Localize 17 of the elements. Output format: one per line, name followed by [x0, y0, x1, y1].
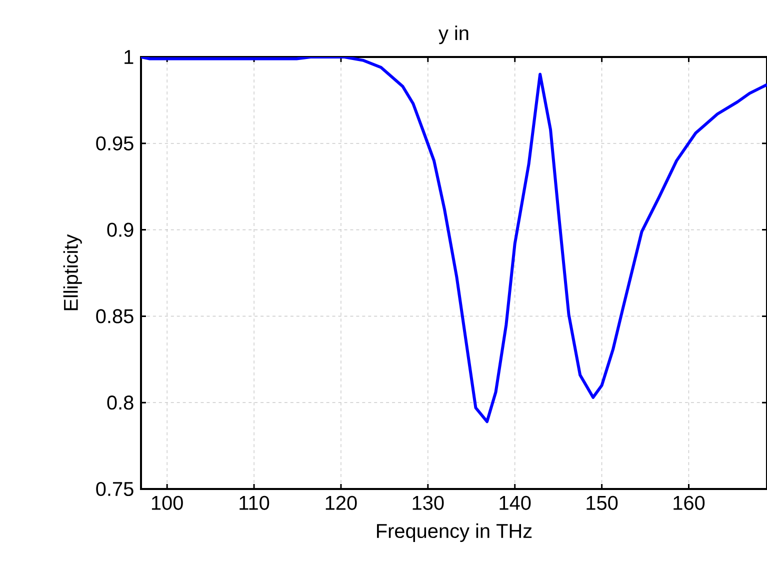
y-tick-label: 0.9: [107, 222, 134, 237]
x-tick-label: 150: [586, 496, 618, 510]
x-tick-label: 130: [412, 496, 444, 510]
y-tick-label: 0.75: [96, 482, 134, 496]
x-axis-title: Frequency in THz: [377, 523, 532, 542]
y-tick-label: 0.95: [96, 136, 134, 150]
x-tick-label: 160: [674, 496, 705, 510]
x-tick-label: 140: [500, 496, 531, 510]
y-tick-label: 1: [124, 50, 134, 64]
chart-title: y in: [438, 26, 468, 44]
y-tick-label: 0.8: [107, 396, 134, 410]
x-tick-label: 120: [326, 496, 357, 510]
x-tick-label: 110: [240, 496, 270, 510]
x-tick-label: 100: [152, 496, 183, 510]
y-axis-title: Ellipticity: [63, 234, 82, 310]
y-tick-label: 0.85: [96, 309, 134, 324]
line-series: [141, 57, 767, 424]
